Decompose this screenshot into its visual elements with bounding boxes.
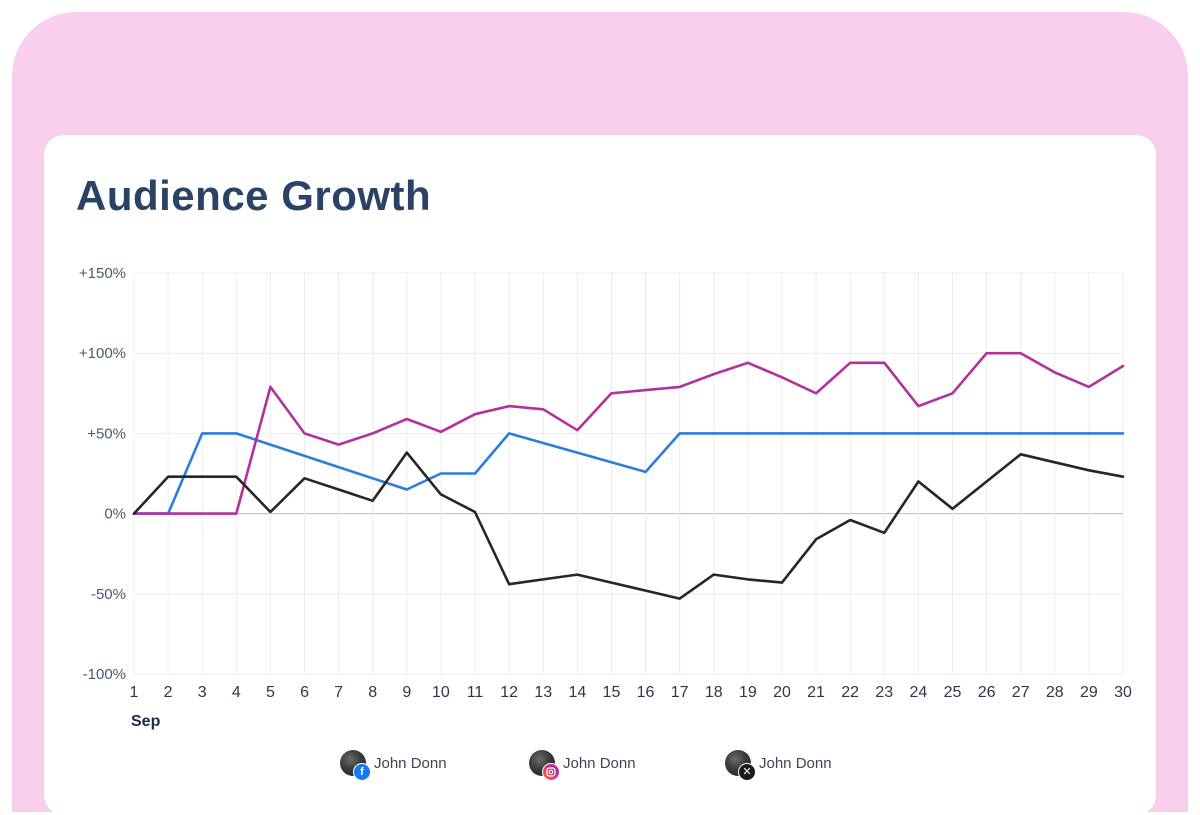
x-tick-label: 22 [841, 684, 859, 701]
chart-grid [133, 272, 1124, 675]
x-tick-label: 19 [739, 684, 757, 701]
y-tick-label: +150% [79, 265, 126, 282]
x-tick-label: 30 [1114, 684, 1132, 701]
x-tick-label: 27 [1012, 684, 1030, 701]
profile-avatar [529, 750, 560, 781]
x-tick-label: 16 [637, 684, 655, 701]
y-tick-label: -50% [91, 586, 126, 603]
x-icon: ✕ [738, 763, 756, 781]
x-tick-label: 6 [300, 684, 309, 701]
x-tick-label: 25 [944, 684, 962, 701]
x-axis-labels: 1 2 3 4 5 6 7 8 9 10 11 12 13 14 15 16 17 18 19 20 21 22 23 24 2… [130, 684, 1132, 701]
x-tick-label: 18 [705, 684, 723, 701]
legend-item-x[interactable]: ✕ John Donn [725, 750, 832, 781]
x-tick-label: 7 [334, 684, 343, 701]
x-tick-label: 1 [130, 684, 139, 701]
y-axis-labels: +150% +100% +50% 0% -50% -100% [79, 265, 126, 683]
x-tick-label: 20 [773, 684, 791, 701]
chart-card [44, 135, 1156, 815]
series-line-facebook [132, 432, 1125, 515]
y-tick-label: +50% [87, 425, 126, 442]
profile-avatar: f [340, 750, 371, 781]
x-tick-label: 23 [875, 684, 893, 701]
x-tick-label: 13 [534, 684, 552, 701]
legend-label: John Donn [759, 754, 832, 772]
x-tick-label: 17 [671, 684, 689, 701]
x-tick-label: 8 [368, 684, 377, 701]
facebook-icon: f [353, 763, 371, 781]
series-line-x [132, 451, 1125, 600]
x-tick-label: 14 [568, 684, 586, 701]
profile-avatar: ✕ [725, 750, 756, 781]
x-tick-label: 11 [467, 684, 484, 701]
y-tick-label: 0% [104, 506, 126, 523]
legend-item-facebook[interactable]: f John Donn [340, 750, 447, 781]
x-tick-label: 5 [266, 684, 275, 701]
x-tick-label: 2 [164, 684, 173, 701]
legend-item-instagram[interactable]: John Donn [529, 750, 636, 781]
x-tick-label: 4 [232, 684, 241, 701]
x-tick-label: 9 [402, 684, 411, 701]
x-tick-label: 3 [198, 684, 207, 701]
instagram-icon [542, 763, 560, 781]
x-tick-label: 21 [807, 684, 825, 701]
chart-title: Audience Growth [76, 172, 432, 219]
series-line-instagram [132, 351, 1125, 515]
series-lines [132, 351, 1125, 600]
x-tick-label: 28 [1046, 684, 1064, 701]
y-tick-label: -100% [83, 666, 126, 683]
x-tick-label: 24 [909, 684, 927, 701]
y-tick-label: +100% [79, 345, 126, 362]
x-tick-label: 29 [1080, 684, 1098, 701]
x-tick-label: 10 [432, 684, 450, 701]
x-tick-label: 12 [500, 684, 518, 701]
legend-label: John Donn [374, 754, 447, 772]
x-axis-month-label: Sep [131, 713, 161, 730]
x-tick-label: 26 [978, 684, 996, 701]
legend-label: John Donn [563, 754, 636, 772]
x-tick-label: 15 [603, 684, 621, 701]
